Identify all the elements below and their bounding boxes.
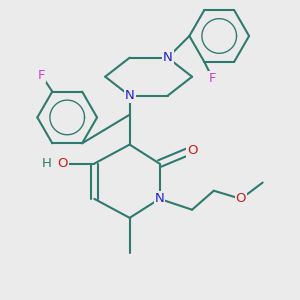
Text: N: N: [163, 51, 172, 64]
Text: O: O: [236, 192, 246, 206]
Text: N: N: [125, 89, 134, 102]
Text: O: O: [57, 157, 68, 170]
Text: N: N: [154, 192, 164, 206]
Text: H: H: [42, 157, 52, 170]
Text: F: F: [209, 72, 216, 85]
Text: F: F: [38, 69, 45, 82]
Text: O: O: [187, 143, 197, 157]
